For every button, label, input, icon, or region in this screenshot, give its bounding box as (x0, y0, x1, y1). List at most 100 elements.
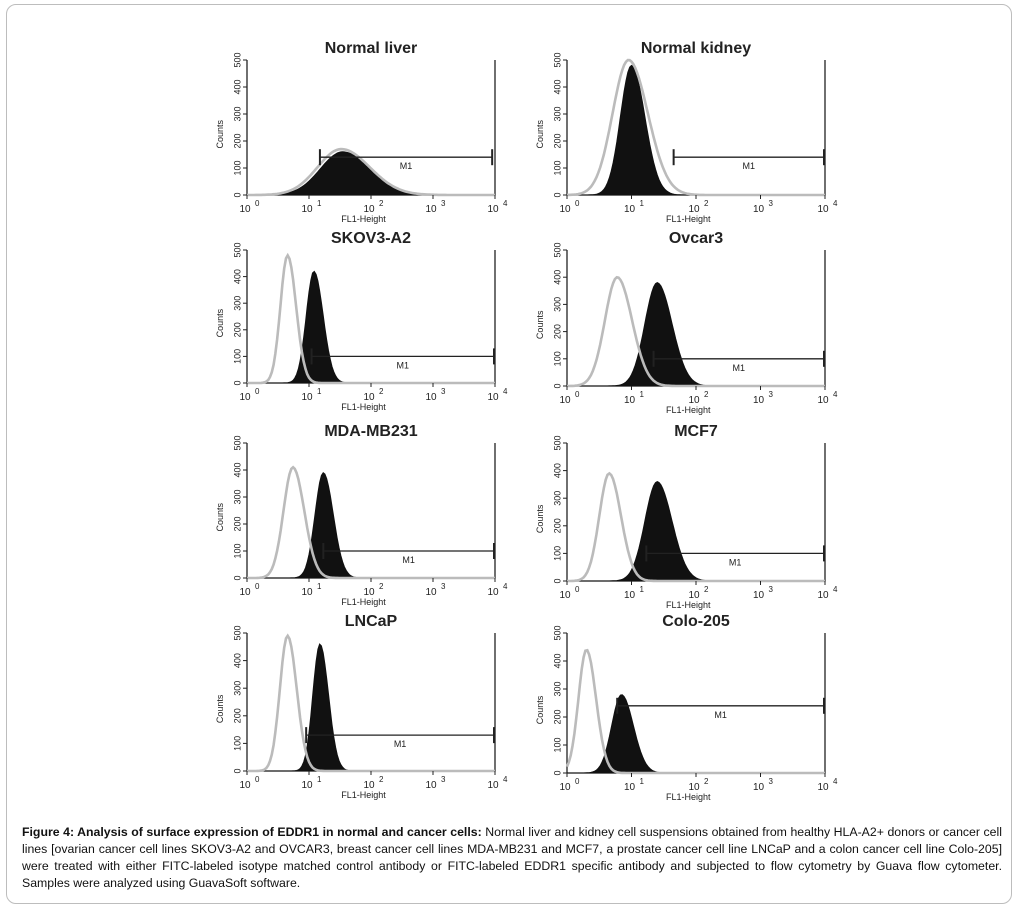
x-tick-label: 10 (817, 782, 829, 793)
y-tick-label: 200 (552, 709, 562, 724)
x-tick-exponent: 3 (441, 582, 446, 591)
x-tick-label: 10 (753, 590, 765, 601)
panel-skov3-a2: SKOV3-A20100200300400500Counts1001011021… (215, 230, 508, 412)
x-tick-exponent: 2 (704, 199, 709, 208)
histogram-isotype-control (247, 633, 495, 773)
x-tick-label: 10 (624, 204, 636, 215)
histogram-isotype-control (247, 147, 495, 197)
x-tick-exponent: 4 (833, 777, 838, 786)
y-tick-label: 100 (232, 543, 242, 558)
x-tick-label: 10 (753, 782, 765, 793)
x-tick-label: 10 (487, 204, 499, 215)
histogram-isotype-control (247, 252, 495, 385)
histogram-isotype-control (567, 275, 825, 388)
y-tick-label: 200 (232, 133, 242, 148)
histogram-eddr1-antibody (247, 151, 495, 196)
histogram-eddr1-antibody (247, 270, 495, 384)
y-tick-label: 100 (232, 349, 242, 364)
histogram-eddr1-antibody (247, 471, 495, 579)
y-tick-label: 500 (552, 52, 562, 67)
x-tick-exponent: 0 (575, 585, 580, 594)
x-tick-label: 10 (425, 392, 437, 403)
histogram-grid: Normal liver0100200300400500Counts100101… (215, 40, 838, 802)
x-tick-exponent: 4 (503, 387, 508, 396)
x-tick-exponent: 1 (640, 777, 645, 786)
y-tick-label: 500 (552, 242, 562, 257)
gate-m1-label: M1 (397, 360, 410, 370)
y-tick-label: 200 (552, 133, 562, 148)
y-tick-label: 0 (232, 768, 242, 773)
y-tick-label: 0 (552, 192, 562, 197)
x-tick-label: 10 (301, 392, 313, 403)
histogram-isotype-control (567, 58, 825, 197)
x-tick-label: 10 (363, 392, 375, 403)
x-tick-label: 10 (688, 204, 700, 215)
y-tick-label: 200 (552, 324, 562, 339)
y-tick-label: 400 (232, 653, 242, 668)
x-tick-exponent: 3 (769, 585, 774, 594)
y-tick-label: 300 (232, 296, 242, 311)
panel-title: MCF7 (674, 423, 718, 440)
x-tick-exponent: 0 (255, 775, 260, 784)
x-tick-label: 10 (688, 395, 700, 406)
x-tick-exponent: 4 (833, 390, 838, 399)
x-tick-exponent: 0 (255, 199, 260, 208)
y-tick-label: 0 (552, 770, 562, 775)
y-tick-label: 200 (552, 518, 562, 533)
axis-frame (566, 443, 826, 582)
x-axis-label: FL1-Height (341, 402, 386, 412)
y-tick-label: 500 (232, 625, 242, 640)
panel-title: LNCaP (345, 613, 398, 630)
x-tick-exponent: 2 (704, 777, 709, 786)
x-tick-exponent: 4 (503, 775, 508, 784)
y-tick-label: 300 (552, 297, 562, 312)
x-tick-label: 10 (425, 204, 437, 215)
x-tick-exponent: 4 (503, 199, 508, 208)
x-tick-label: 10 (301, 780, 313, 791)
x-tick-exponent: 1 (640, 390, 645, 399)
histogram-eddr1-antibody (567, 481, 825, 582)
x-tick-label: 10 (363, 780, 375, 791)
panel-lncap: LNCaP0100200300400500Counts1001011021031… (215, 613, 508, 800)
x-tick-exponent: 1 (317, 775, 322, 784)
y-tick-label: 400 (552, 79, 562, 94)
y-tick-label: 500 (232, 52, 242, 67)
x-tick-label: 10 (239, 587, 251, 598)
y-tick-label: 400 (552, 270, 562, 285)
x-tick-label: 10 (688, 782, 700, 793)
x-tick-exponent: 3 (441, 775, 446, 784)
x-tick-exponent: 0 (575, 390, 580, 399)
x-tick-exponent: 4 (503, 582, 508, 591)
y-tick-label: 200 (232, 322, 242, 337)
x-tick-label: 10 (753, 204, 765, 215)
y-tick-label: 0 (232, 575, 242, 580)
axis-frame (566, 60, 826, 196)
x-tick-exponent: 2 (379, 775, 384, 784)
x-tick-exponent: 0 (255, 582, 260, 591)
y-tick-label: 300 (232, 681, 242, 696)
y-axis-label: Counts (535, 310, 545, 339)
x-tick-label: 10 (817, 395, 829, 406)
panel-ovcar3: Ovcar30100200300400500Counts100101102103… (535, 230, 838, 415)
x-tick-exponent: 1 (640, 199, 645, 208)
figure-caption: Figure 4: Analysis of surface expression… (22, 824, 1002, 892)
x-tick-label: 10 (239, 780, 251, 791)
caption-bold: Figure 4: Analysis of surface expression… (22, 825, 482, 839)
x-tick-exponent: 1 (640, 585, 645, 594)
x-axis-label: FL1-Height (666, 792, 711, 802)
x-tick-label: 10 (559, 395, 571, 406)
histogram-isotype-control (247, 465, 495, 580)
gate-m1-label: M1 (394, 739, 407, 749)
y-axis-label: Counts (215, 119, 225, 148)
x-tick-exponent: 2 (704, 390, 709, 399)
y-tick-label: 100 (552, 737, 562, 752)
y-axis-label: Counts (535, 504, 545, 533)
x-tick-label: 10 (363, 204, 375, 215)
x-tick-label: 10 (363, 587, 375, 598)
x-tick-label: 10 (817, 590, 829, 601)
x-tick-label: 10 (487, 587, 499, 598)
x-tick-label: 10 (487, 392, 499, 403)
y-tick-label: 300 (552, 681, 562, 696)
x-tick-label: 10 (239, 392, 251, 403)
y-axis-label: Counts (535, 695, 545, 724)
